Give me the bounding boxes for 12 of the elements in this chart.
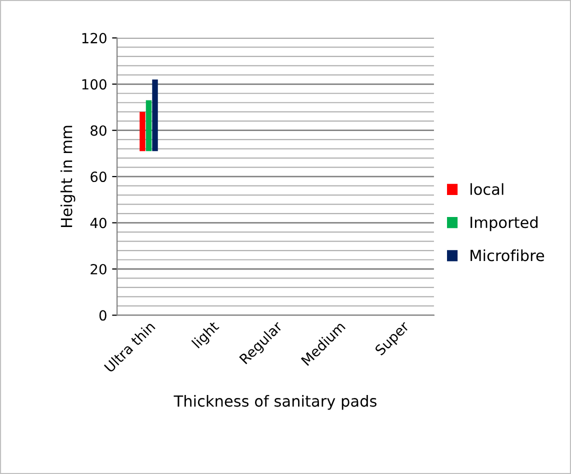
legend-label: Microfibre (470, 249, 544, 262)
y-tick-label: 0 (99, 310, 106, 321)
y-tick-label: 20 (90, 264, 106, 274)
legend-label: local (470, 183, 504, 196)
legend-label: Imported (470, 216, 538, 232)
y-tick-label: 120 (82, 32, 106, 44)
y-axis-title: Height in mm (60, 126, 76, 228)
y-tick-label: 100 (82, 79, 106, 90)
y-tick-label: 60 (90, 172, 106, 182)
y-tick-label: 80 (90, 125, 106, 136)
x-axis-title: Thickness of sanitary pads (174, 394, 376, 410)
y-tick-label: 40 (90, 218, 106, 228)
